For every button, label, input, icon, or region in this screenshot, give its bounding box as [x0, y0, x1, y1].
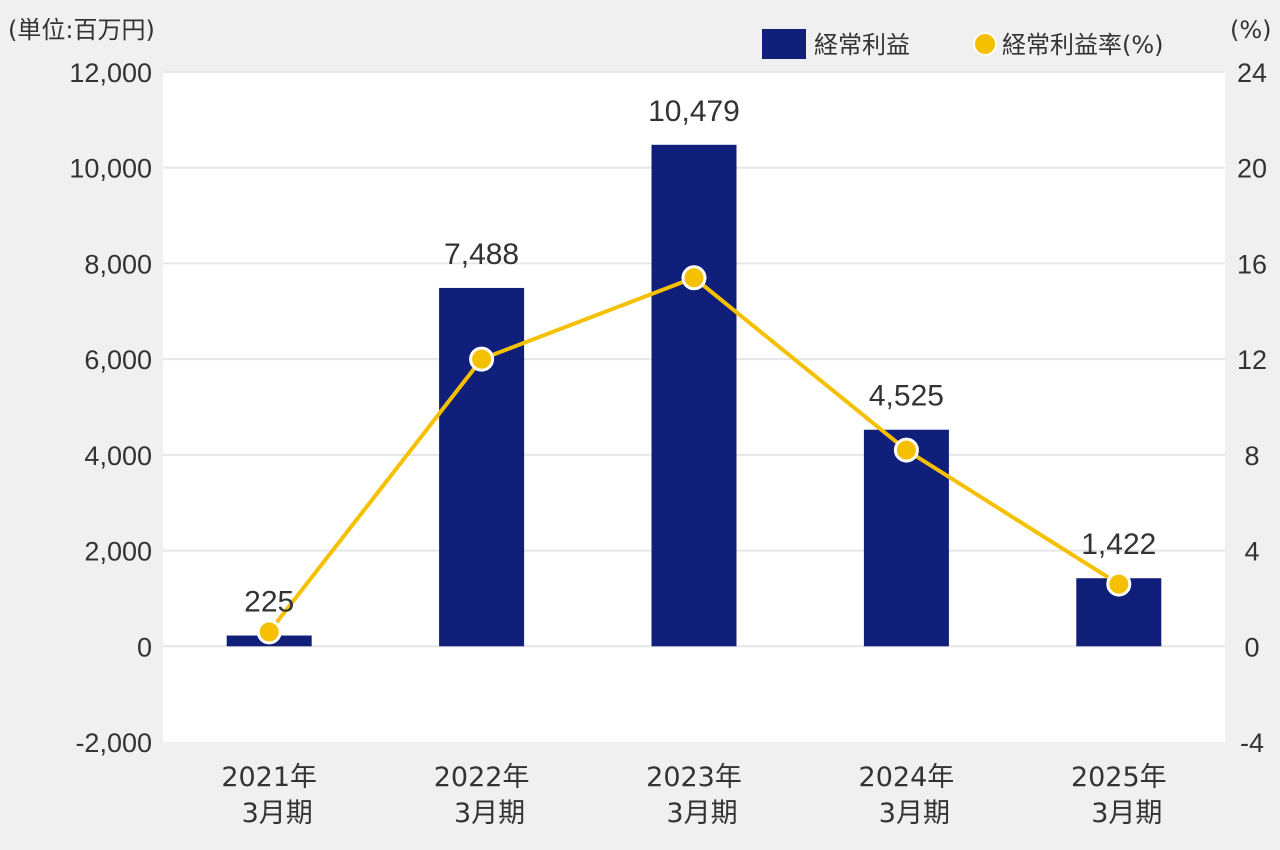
right-axis-tick-label: 24 [1237, 58, 1267, 88]
right-axis: -4 0 4 8 12 16 20 24 [1237, 58, 1267, 758]
left-axis-tick-label: 2,000 [84, 537, 152, 567]
left-axis-tick-label: 12,000 [69, 58, 152, 88]
bar-value-label: 7,488 [444, 238, 519, 271]
data-labels: 225 7,488 10,479 4,525 1,422 [244, 95, 1156, 619]
rate-point [256, 619, 282, 645]
x-axis-tick-label: 3月期 [1091, 798, 1162, 829]
bar-value-label: 10,479 [648, 95, 740, 128]
rate-point [681, 265, 707, 291]
left-axis-tick-label: 8,000 [84, 249, 152, 279]
bar [651, 144, 737, 647]
legend-swatch-line [973, 32, 997, 56]
right-axis-tick-label: 20 [1237, 154, 1267, 184]
x-axis-tick-label: 2021年 [221, 762, 317, 793]
left-axis-tick-label: -2,000 [75, 728, 152, 758]
x-axis-tick-label: 2022年 [434, 762, 530, 793]
x-axis-tick-label: 3月期 [666, 798, 737, 829]
right-axis-tick-label: 16 [1237, 249, 1267, 279]
left-axis: -2,000 0 2,000 4,000 6,000 8,000 10,000 12,000 [69, 58, 152, 758]
bar-value-label: 225 [244, 586, 294, 619]
right-axis-unit: (%) [1230, 16, 1272, 44]
x-axis-tick-label: 2023年 [646, 762, 742, 793]
rate-point [1106, 571, 1132, 597]
x-axis-tick-label: 2025年 [1071, 762, 1167, 793]
left-axis-tick-label: 6,000 [84, 345, 152, 375]
line-series [256, 265, 1132, 645]
legend-label-line: 経常利益率(%) [1002, 31, 1164, 59]
x-axis-tick-label: 3月期 [879, 798, 950, 829]
left-axis-tick-label: 0 [137, 632, 152, 662]
legend-label-bar: 経常利益 [814, 31, 910, 59]
right-axis-tick-label: 4 [1244, 537, 1259, 567]
right-axis-tick-label: -4 [1240, 728, 1264, 758]
x-axis-tick-label: 3月期 [242, 798, 313, 829]
right-axis-tick-label: 12 [1237, 345, 1267, 375]
rate-point [469, 346, 495, 372]
right-axis-tick-label: 8 [1244, 441, 1259, 471]
legend-swatch-bar [762, 29, 806, 59]
rate-point [893, 437, 919, 463]
right-axis-tick-label: 0 [1244, 632, 1259, 662]
x-axis: 2021年 3月期 2022年 3月期 2023年 3月期 2024年 3月期 2025年 3月期 [221, 762, 1166, 829]
left-axis-tick-label: 10,000 [69, 154, 152, 184]
bar [439, 287, 525, 647]
x-axis-tick-label: 2024年 [859, 762, 955, 793]
legend: 経常利益 経常利益率(%) [762, 29, 1164, 59]
left-axis-unit: (単位:百万円) [8, 16, 155, 44]
x-axis-tick-label: 3月期 [454, 798, 525, 829]
bar-value-label: 1,422 [1081, 528, 1156, 561]
bar-value-label: 4,525 [869, 380, 944, 413]
left-axis-tick-label: 4,000 [84, 441, 152, 471]
